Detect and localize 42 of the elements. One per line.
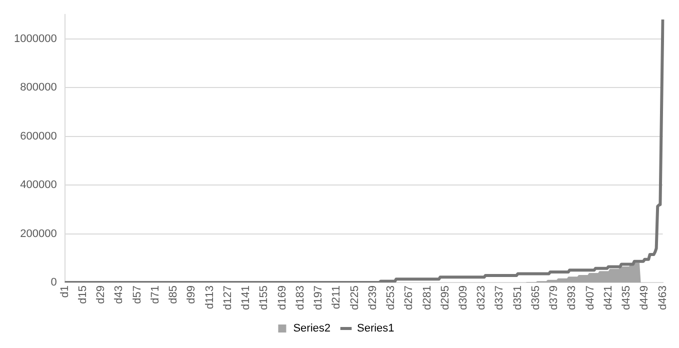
y-tick-label: 800000 bbox=[20, 82, 57, 94]
x-tick-label: d365 bbox=[530, 286, 542, 310]
x-tick-label: d379 bbox=[548, 286, 560, 310]
x-tick-label: d1 bbox=[58, 286, 71, 298]
x-tick-label: d435 bbox=[620, 286, 633, 310]
y-tick-label: 200000 bbox=[20, 228, 57, 240]
y-tick-label: 400000 bbox=[20, 179, 57, 192]
x-tick-label: d155 bbox=[258, 286, 270, 310]
x-tick-label: d43 bbox=[113, 286, 126, 304]
x-tick-label: d85 bbox=[168, 286, 180, 304]
x-tick-label: d337 bbox=[494, 286, 506, 310]
legend-label: Series1 bbox=[357, 322, 394, 335]
x-tick-label: d463 bbox=[656, 286, 669, 310]
x-tick-label: d295 bbox=[439, 286, 452, 310]
x-tick-label: d281 bbox=[421, 286, 434, 310]
x-tick-label: d211 bbox=[330, 286, 343, 310]
x-tick-label: d323 bbox=[476, 286, 488, 310]
x-tick-label: d239 bbox=[366, 286, 379, 310]
y-tick-label: 0 bbox=[50, 276, 57, 289]
x-tick-label: d253 bbox=[385, 286, 398, 310]
x-tick-label: d183 bbox=[294, 286, 306, 310]
y-tick-label: 1000000 bbox=[14, 32, 57, 45]
x-tick-label: d309 bbox=[458, 286, 470, 310]
x-tick-label: d449 bbox=[638, 286, 651, 310]
x-tick-label: d57 bbox=[131, 286, 144, 304]
x-tick-label: d421 bbox=[602, 286, 614, 310]
legend-label: Series2 bbox=[293, 322, 330, 335]
x-tick-label: d29 bbox=[95, 286, 108, 304]
x-tick-label: d197 bbox=[312, 286, 325, 310]
x-tick-label: d71 bbox=[149, 286, 162, 304]
x-tick-label: d15 bbox=[76, 286, 89, 304]
x-tick-label: d113 bbox=[204, 286, 216, 310]
x-tick-label: d169 bbox=[276, 286, 288, 310]
x-tick-label: d127 bbox=[222, 286, 234, 310]
x-tick-label: d351 bbox=[512, 286, 524, 310]
x-tick-label: d99 bbox=[186, 286, 198, 304]
x-tick-label: d141 bbox=[240, 286, 252, 310]
y-tick-label: 600000 bbox=[20, 130, 57, 142]
x-tick-label: d393 bbox=[566, 286, 578, 310]
x-tick-label: d225 bbox=[348, 286, 361, 310]
x-tick-label: d407 bbox=[584, 286, 596, 310]
x-tick-label: d267 bbox=[403, 286, 416, 310]
